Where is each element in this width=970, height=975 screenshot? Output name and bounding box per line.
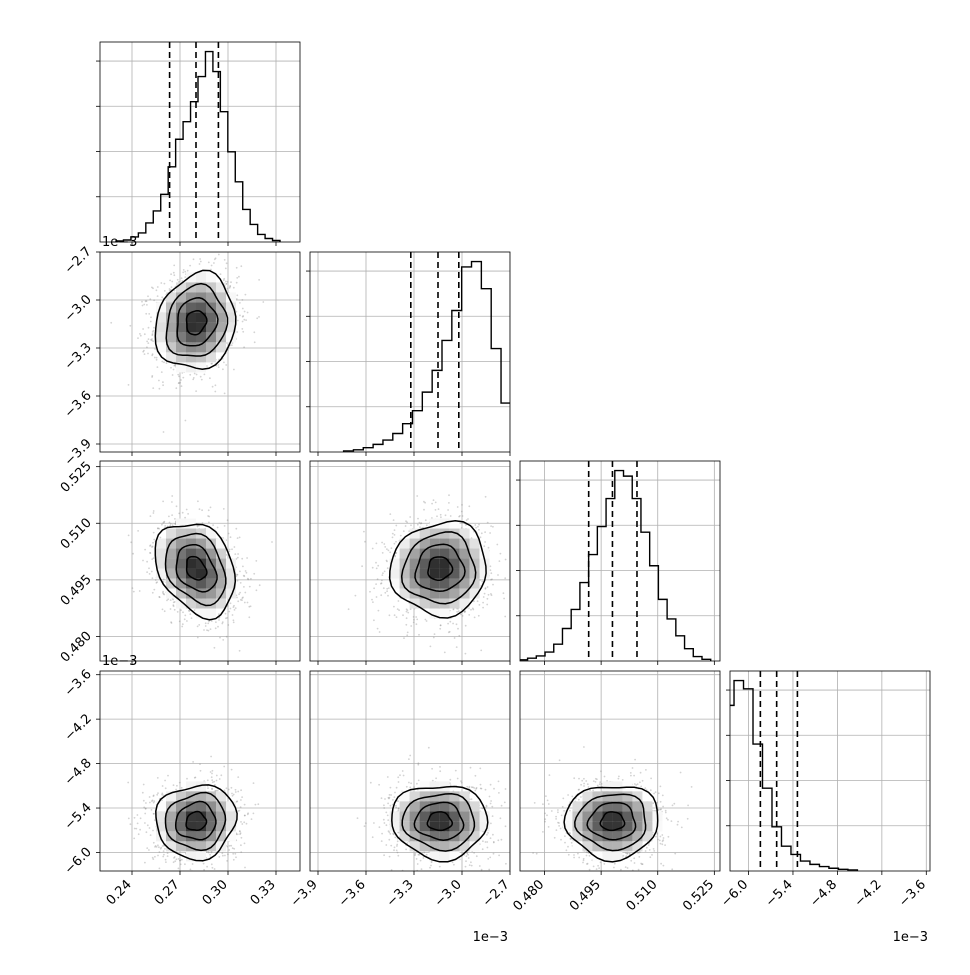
density-cells	[562, 781, 662, 861]
x-tick-label: 0.33	[248, 877, 279, 908]
panel-content	[520, 671, 720, 886]
histogram-step	[706, 681, 858, 871]
panel-3-0: −6.0 −5.4 −4.8 −4.2 −3.6 0.24 0.27 0.30 0.33	[62, 667, 300, 908]
panel-content	[310, 671, 524, 882]
offset-label-col-3: 1e−3	[893, 930, 928, 945]
y-tick-label: −6.0	[62, 845, 95, 878]
panel-content	[706, 671, 930, 871]
panel-content	[100, 231, 300, 452]
panel-content	[519, 461, 720, 661]
y-tick-label: 0.495	[58, 572, 95, 609]
x-tick-label: −3.0	[432, 877, 465, 910]
panel-content	[100, 461, 300, 661]
x-tick-label: 0.24	[104, 877, 135, 908]
y-tick-label: −3.3	[62, 340, 95, 373]
x-tick-label: −3.6	[896, 877, 929, 910]
x-tick-label: −6.0	[718, 877, 751, 910]
y-tick-label: −3.6	[62, 388, 95, 421]
y-tick-label: −5.4	[62, 800, 95, 833]
panel-3-3: −6.0 −5.4 −4.8 −4.2 −3.6	[706, 671, 930, 910]
y-tick-label: 0.480	[58, 629, 95, 666]
x-tick-label: 0.495	[567, 877, 604, 914]
x-tick-label: −4.2	[852, 877, 885, 910]
histogram-step	[519, 471, 711, 661]
offset-label-col-1: 1e−3	[473, 930, 508, 945]
y-tick-label: −4.2	[62, 711, 95, 744]
x-tick-label: −3.3	[384, 877, 417, 910]
x-tick-label: −4.8	[807, 877, 840, 910]
x-tick-label: 0.27	[152, 877, 183, 908]
y-tick-label: −3.0	[62, 292, 95, 325]
x-tick-label: −3.6	[336, 877, 369, 910]
x-tick-label: −3.9	[288, 877, 321, 910]
x-tick-label: 0.30	[200, 877, 231, 908]
x-tick-label: −5.4	[763, 877, 796, 910]
offset-label-row-1: 1e−3	[102, 235, 137, 250]
y-tick-label: −4.8	[62, 756, 95, 789]
y-tick-label: −3.6	[62, 667, 95, 700]
x-tick-label: 0.525	[680, 877, 717, 914]
y-tick-label: 0.510	[58, 515, 95, 552]
panel-content	[310, 461, 523, 661]
panel-1-0: −3.9−3.6−3.3−3.0−2.7	[62, 231, 300, 469]
panel-2-2	[516, 461, 720, 665]
x-tick-label: 0.510	[624, 877, 661, 914]
histogram-step	[344, 262, 541, 452]
panel-content	[100, 671, 300, 892]
panel-2-1	[310, 461, 523, 665]
x-tick-label: −2.7	[480, 877, 513, 910]
offset-label-row-3: 1e−3	[102, 654, 137, 669]
x-tick-label: 0.480	[510, 877, 547, 914]
panel-frame	[520, 461, 720, 661]
panel-1-1	[306, 252, 540, 456]
panel-frame	[100, 42, 300, 242]
panel-3-2: 0.480 0.495 0.510 0.525	[510, 671, 720, 914]
y-tick-label: −2.7	[62, 244, 95, 277]
panel-3-1: −3.9 −3.6 −3.3 −3.0 −2.7	[288, 671, 524, 910]
panel-content	[100, 42, 300, 242]
histogram-step	[116, 52, 280, 242]
panel-0-0	[96, 42, 300, 246]
panel-content	[310, 252, 540, 452]
